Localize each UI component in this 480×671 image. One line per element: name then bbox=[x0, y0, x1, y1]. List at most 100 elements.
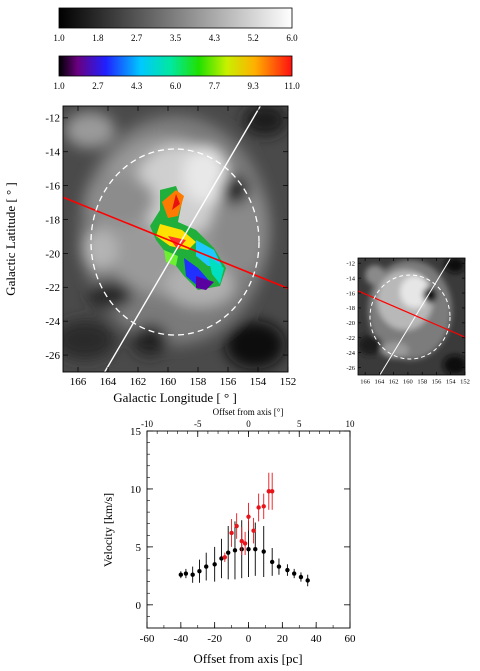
data-point bbox=[234, 523, 239, 529]
colorbar-tick-label: 1.8 bbox=[92, 33, 104, 43]
dashed-circle bbox=[90, 148, 260, 336]
y-tick-label: -24 bbox=[45, 316, 60, 328]
x-tick-label: 160 bbox=[403, 379, 413, 386]
x-tick-label: 166 bbox=[360, 379, 371, 386]
y-tick-label: -26 bbox=[45, 350, 60, 362]
y-tick-label: -14 bbox=[346, 275, 355, 282]
data-point bbox=[269, 559, 275, 565]
data-point bbox=[298, 574, 304, 580]
main-map-frame bbox=[62, 105, 289, 373]
colorbar-tick-label: 6.0 bbox=[286, 33, 298, 43]
x-tick-label: 60 bbox=[345, 633, 357, 645]
y-tick-label: -20 bbox=[45, 248, 60, 260]
gray-colorbar-ticks: 1.0 1.8 2.7 3.5 4.3 5.2 6.0 bbox=[53, 33, 298, 43]
y-tick-label: -18 bbox=[346, 305, 355, 312]
data-point bbox=[204, 564, 209, 569]
data-point bbox=[219, 556, 224, 561]
data-point bbox=[291, 571, 297, 576]
top-x-tick-label: 5 bbox=[297, 419, 302, 429]
data-point bbox=[212, 562, 217, 567]
data-point bbox=[253, 547, 258, 552]
data-point bbox=[261, 504, 266, 509]
main-map: 166 164 162 160 158 156 154 152 -12 -14 -16 -18 -20 -… bbox=[3, 105, 296, 405]
top-x-tick-label: 0 bbox=[246, 419, 251, 429]
gray-colorbar-ramp bbox=[58, 7, 293, 29]
y-tick-label: 5 bbox=[136, 542, 142, 554]
data-point bbox=[222, 555, 228, 560]
perpendicular-line bbox=[103, 106, 262, 372]
data-point bbox=[190, 572, 195, 577]
colorbar-tick-label: 2.7 bbox=[92, 81, 104, 91]
x-tick-label: 156 bbox=[432, 379, 443, 386]
data-point bbox=[183, 571, 189, 576]
data-point bbox=[226, 550, 231, 555]
top-x-tick-label: -5 bbox=[194, 419, 202, 429]
inset-map-ticks: 166 164 162 160 158 156 154 152 -12 -14 -16 -18 -20 -… bbox=[346, 258, 470, 386]
data-point bbox=[246, 547, 251, 552]
data-point bbox=[261, 549, 266, 554]
colorbar-tick-label: 11.0 bbox=[284, 81, 300, 91]
y-tick-label: -18 bbox=[45, 214, 60, 226]
x-tick-label: 164 bbox=[100, 376, 117, 388]
inset-perpendicular-line bbox=[379, 258, 452, 375]
velocity-plot-xlabel: Offset from axis [pc] bbox=[193, 651, 302, 666]
inset-map-image bbox=[358, 258, 465, 375]
colorbar-tick-label: 9.3 bbox=[248, 81, 260, 91]
velocity-plot-ticks: -60 -40 -20 0 20 40 60 -10 -5 0 5 10 0 5 10 15 bbox=[130, 419, 356, 645]
colorbar-tick-label: 4.3 bbox=[131, 81, 143, 91]
x-tick-label: 154 bbox=[446, 379, 457, 386]
x-tick-label: -40 bbox=[173, 633, 188, 645]
y-tick-label: -24 bbox=[346, 350, 355, 357]
y-tick-label: -16 bbox=[346, 290, 355, 297]
main-map-image bbox=[63, 106, 288, 372]
velocity-plot-top-xlabel: Offset from axis [°] bbox=[213, 407, 284, 417]
inset-dashed-circle bbox=[369, 274, 451, 360]
x-tick-label: 158 bbox=[190, 376, 207, 388]
velocity-plot-ylabel: Velocity [km/s] bbox=[101, 493, 115, 567]
x-tick-label: 164 bbox=[375, 379, 386, 386]
top-x-tick-label: 10 bbox=[346, 419, 356, 429]
x-tick-label: 166 bbox=[70, 376, 87, 388]
colorbar-tick-label: 5.2 bbox=[248, 33, 259, 43]
x-tick-label: 156 bbox=[220, 376, 237, 388]
colorbar-tick-label: 4.3 bbox=[209, 33, 221, 43]
x-tick-label: 0 bbox=[246, 633, 252, 645]
colorbar-tick-label: 7.7 bbox=[209, 81, 221, 91]
y-tick-label: -22 bbox=[346, 335, 355, 342]
x-tick-label: 162 bbox=[130, 376, 147, 388]
colorbar-tick-label: 1.0 bbox=[53, 33, 65, 43]
velocity-plot: -60 -40 -20 0 20 40 60 -10 -5 0 5 10 0 5 10 15 Offset f… bbox=[101, 407, 356, 666]
colorbar-tick-label: 1.0 bbox=[53, 81, 65, 91]
top-x-tick-label: -10 bbox=[141, 419, 153, 429]
data-point bbox=[285, 567, 290, 573]
main-map-ticks: 166 164 162 160 158 156 154 152 -12 -14 -16 -18 -20 -… bbox=[45, 106, 296, 388]
y-tick-label: -12 bbox=[346, 260, 355, 267]
rainbow-colorbar-ticks: 1.0 2.7 4.3 6.0 7.7 9.3 11.0 bbox=[53, 81, 300, 91]
y-tick-label: -22 bbox=[45, 282, 60, 294]
x-tick-label: -60 bbox=[140, 633, 155, 645]
y-tick-label: -14 bbox=[45, 147, 60, 159]
colorbar-tick-label: 3.5 bbox=[170, 33, 182, 43]
y-tick-label: -26 bbox=[346, 365, 355, 372]
x-tick-label: 158 bbox=[417, 379, 427, 386]
data-point bbox=[197, 569, 202, 574]
x-tick-label: -20 bbox=[207, 633, 222, 645]
data-point bbox=[276, 564, 282, 569]
x-tick-label: 160 bbox=[160, 376, 177, 388]
data-point bbox=[251, 528, 256, 533]
data-point bbox=[229, 530, 234, 536]
colorbar-tick-label: 6.0 bbox=[170, 81, 182, 91]
gray-colorbar: 1.0 1.8 2.7 3.5 4.3 5.2 6.0 bbox=[53, 7, 298, 43]
inset-map-frame bbox=[357, 257, 466, 376]
x-tick-label: 162 bbox=[389, 379, 399, 386]
y-tick-label: -20 bbox=[346, 320, 355, 327]
y-tick-label: 15 bbox=[130, 426, 142, 438]
data-point bbox=[269, 489, 275, 494]
x-tick-label: 20 bbox=[277, 633, 289, 645]
colorbar-tick-label: 2.7 bbox=[131, 33, 143, 43]
x-tick-label: 154 bbox=[250, 376, 267, 388]
y-tick-label: 10 bbox=[130, 484, 142, 496]
data-point bbox=[178, 572, 184, 577]
main-map-xlabel: Galactic Longitude [ ° ] bbox=[113, 390, 237, 405]
